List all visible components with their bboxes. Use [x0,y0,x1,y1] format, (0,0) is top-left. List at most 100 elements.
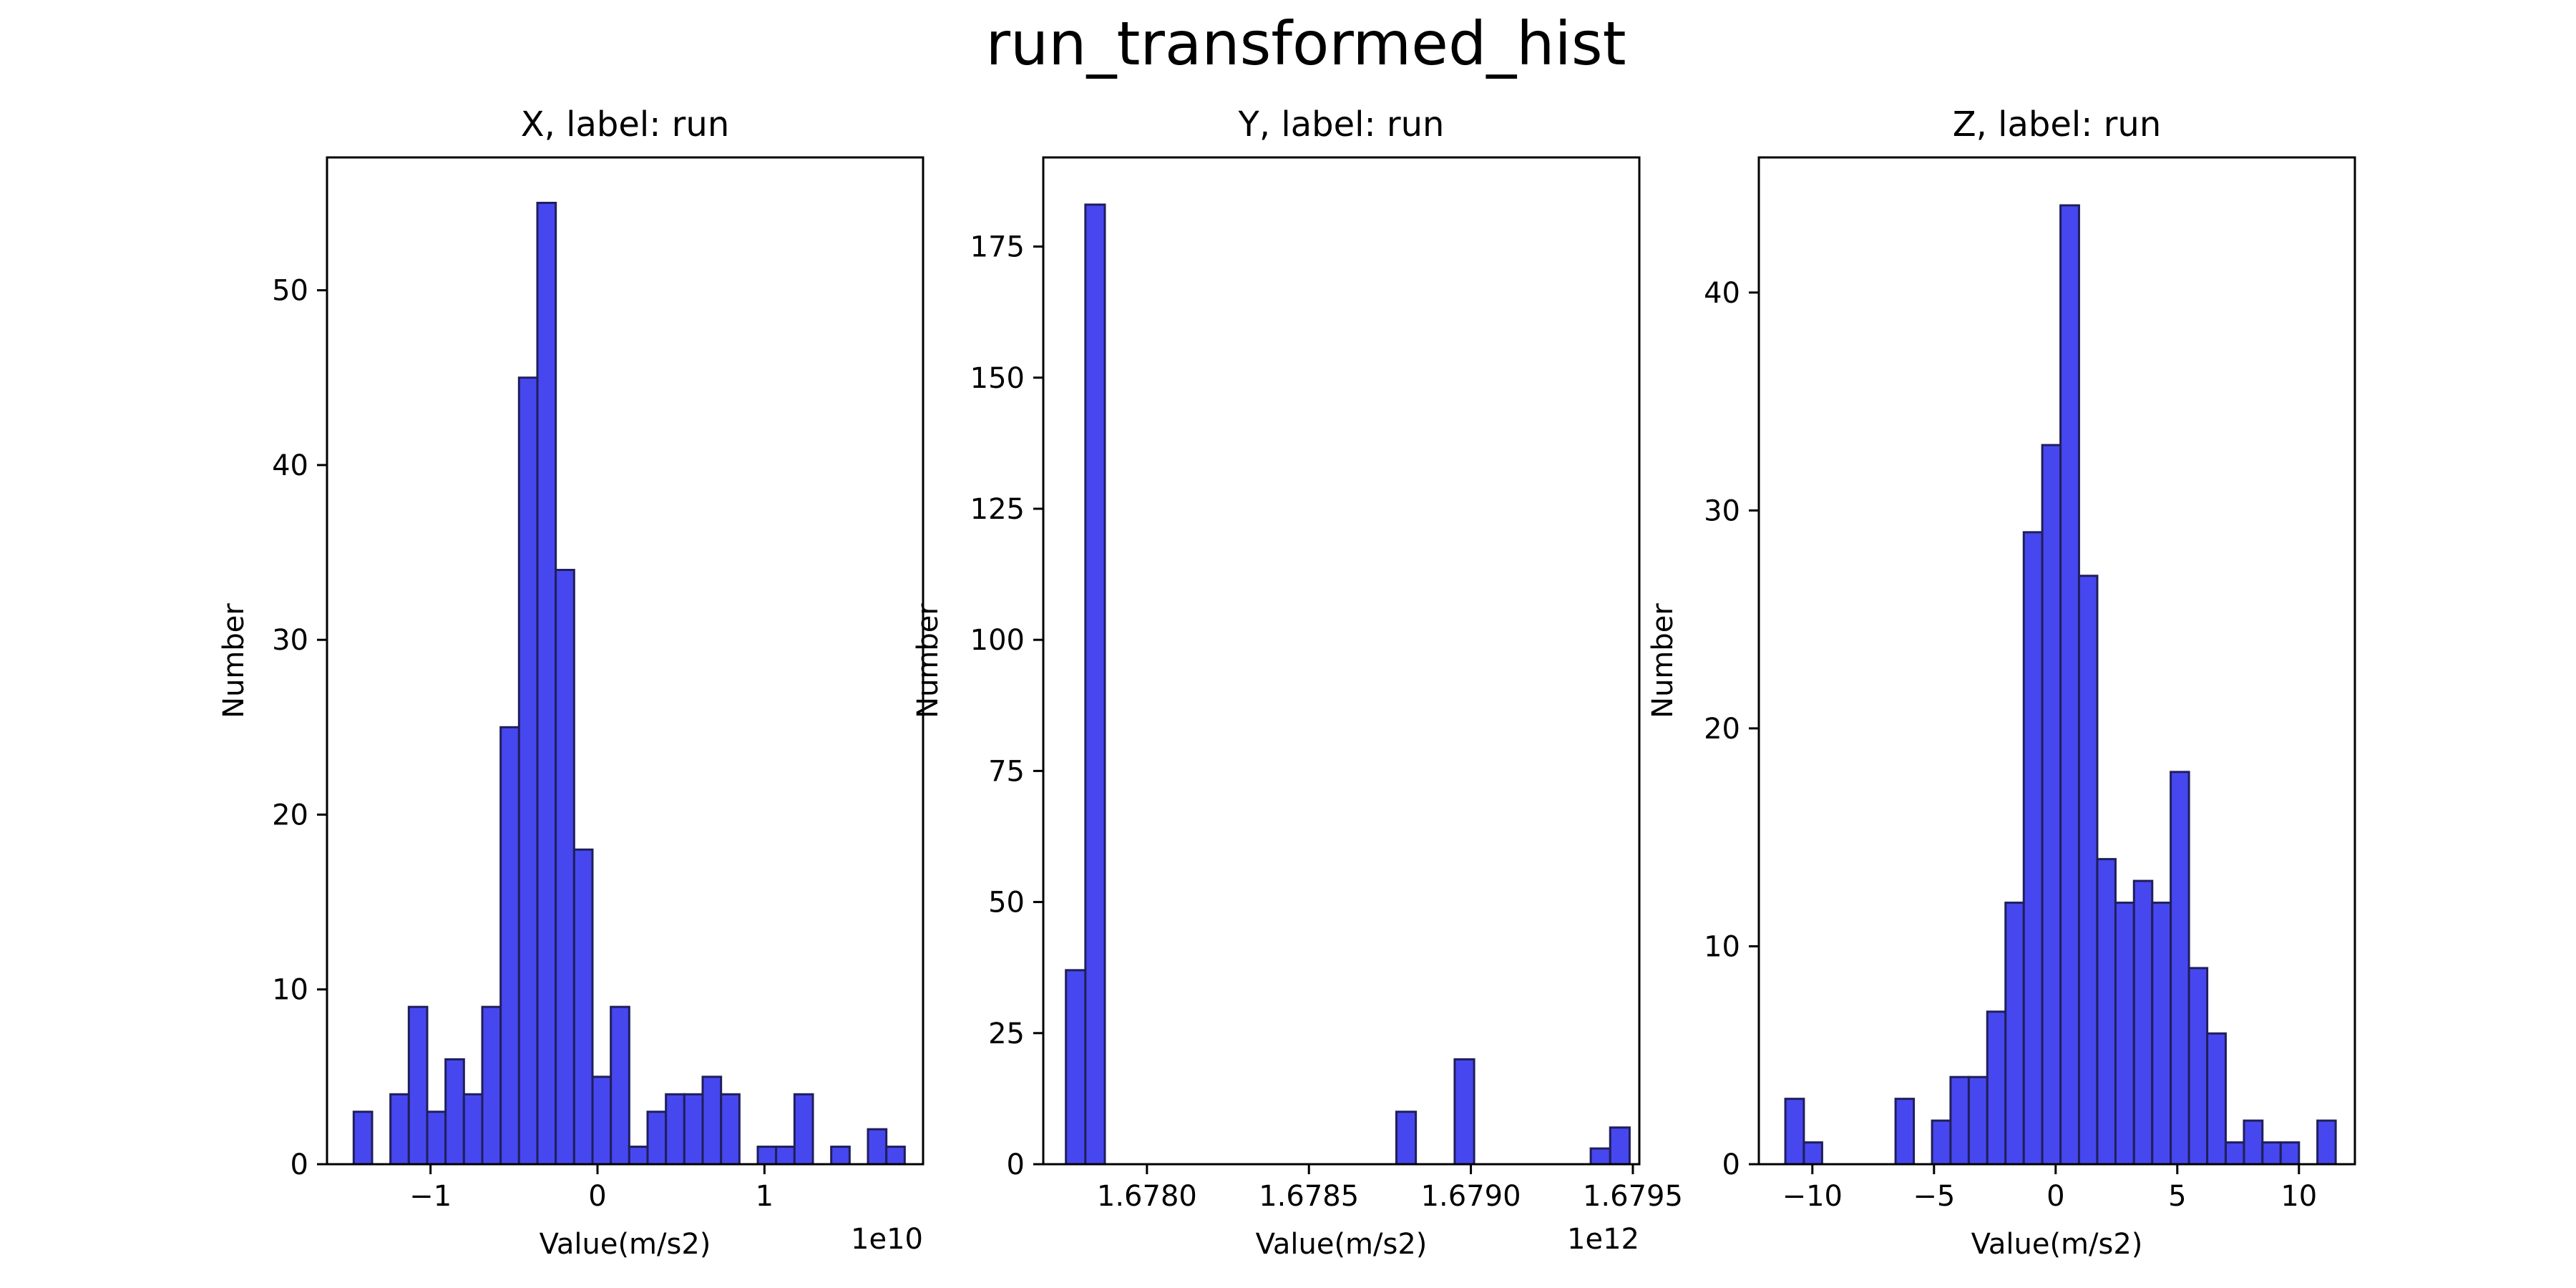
y-tick-label: 100 [970,624,1025,657]
histogram-bar [646,1111,668,1166]
histogram-bar [2187,967,2209,1166]
x-tick-label: 10 [2280,1180,2317,1213]
histogram-bar [389,1093,410,1166]
subplot-y: 1.6780 1.6785 1.6790 1.6795 0 25 50 75 100 125 150… [912,104,1683,1261]
histogram-bar [2279,1141,2301,1166]
y-tick-label: 40 [272,449,308,482]
histogram-bar [2114,902,2135,1166]
x-tick-label: 1.6785 [1259,1180,1359,1213]
x-tick-label: 0 [2046,1180,2064,1213]
y-tick-label: 20 [1704,713,1740,746]
y-tick-label: 40 [1704,277,1740,310]
histogram-bar [2224,1141,2245,1166]
histogram-bar [2041,444,2062,1166]
histogram-bar [2151,902,2172,1166]
figure-suptitle: run_transformed_hist [985,9,1626,79]
histogram-bar [1931,1119,1952,1166]
y-tick-label: 0 [1007,1148,1025,1181]
histogram-bar [2132,879,2154,1166]
x-axis-label: Value(m/s2) [1971,1228,2143,1261]
histogram-bar [555,568,575,1166]
y-tick-label: 75 [988,755,1025,788]
histogram-bar [2077,575,2099,1166]
y-tick-label: 0 [1722,1148,1740,1181]
histogram-bar [426,1111,447,1166]
subplot-title: Z, label: run [1953,104,2162,145]
x-tick-label: 1.6790 [1421,1180,1521,1213]
y-tick-label: 125 [970,493,1025,526]
histogram-bar [1949,1075,1970,1166]
histogram-bar [1967,1075,1989,1166]
histogram-bar [2022,531,2044,1166]
histogram-bar [1084,203,1106,1166]
histogram-bar [536,202,557,1166]
histogram-bar [720,1093,741,1166]
x-tick-label: 1 [756,1180,774,1213]
histogram-bar [2004,902,2025,1166]
x-tick-label: −1 [409,1180,452,1213]
x-tick-label: 5 [2168,1180,2186,1213]
y-tick-label: 150 [970,362,1025,395]
histogram-bar [701,1075,723,1166]
x-tick-label: 1.6780 [1097,1180,1197,1213]
histogram-bar [2243,1119,2264,1166]
histogram-bar [2206,1032,2227,1166]
histogram-bar [462,1093,484,1166]
histogram-bar [775,1146,796,1166]
histogram-bar [885,1146,906,1166]
subplot-title: X, label: run [521,104,730,145]
histogram-bar [352,1111,374,1166]
histogram-bar [2170,771,2190,1166]
x-axis-offset-text: 1e10 [851,1223,923,1256]
histogram-bar [1894,1098,1916,1166]
histogram-bar [1453,1058,1475,1166]
histogram-bar [444,1058,465,1166]
histogram-bar [2096,858,2117,1166]
histogram-bar [830,1146,851,1166]
x-axis-label: Value(m/s2) [1256,1228,1428,1261]
histogram-bar [481,1005,502,1166]
x-tick-label: −5 [1913,1180,1955,1213]
histogram-bar [1609,1126,1631,1166]
histogram-bar [591,1075,613,1166]
y-tick-label: 10 [272,974,308,1007]
subplot-title: Y, label: run [1238,104,1445,145]
histogram-bar [1395,1111,1418,1166]
histogram-bar [1986,1010,2007,1166]
y-axis-label: Number [218,603,250,718]
histogram-bar [2261,1141,2282,1166]
x-tick-label: 0 [588,1180,606,1213]
axes-frame [326,156,924,1166]
histogram-bar [1784,1098,1805,1166]
y-axis-label: Number [1646,603,1679,718]
histogram-bar [1802,1141,1823,1166]
axes-frame [1042,156,1641,1166]
histogram-bar [683,1093,704,1166]
histogram-bar [517,376,539,1166]
x-axis-label: Value(m/s2) [540,1228,711,1261]
y-tick-label: 0 [291,1148,308,1181]
y-tick-label: 10 [1704,930,1740,963]
x-axis-offset-text: 1e12 [1567,1223,1639,1256]
histogram-bar [793,1093,814,1166]
histogram-bar [407,1005,429,1166]
histogram-bar [610,1005,630,1166]
histogram-bars [1784,204,2337,1166]
y-tick-label: 30 [1704,494,1740,527]
histogram-bar [867,1128,888,1166]
histogram-bar [2059,204,2080,1166]
y-tick-label: 30 [272,624,308,657]
histogram-bar [499,726,520,1166]
histogram-bar [1065,969,1087,1166]
histogram-bar [572,848,594,1166]
x-tick-label: −10 [1782,1180,1843,1213]
histogram-bar [628,1146,649,1166]
histogram-bar [665,1093,686,1166]
histogram-bar [2316,1119,2337,1166]
y-tick-label: 50 [988,887,1025,919]
y-tick-label: 50 [272,275,308,308]
histogram-bars [352,202,906,1166]
y-tick-label: 20 [272,799,308,831]
